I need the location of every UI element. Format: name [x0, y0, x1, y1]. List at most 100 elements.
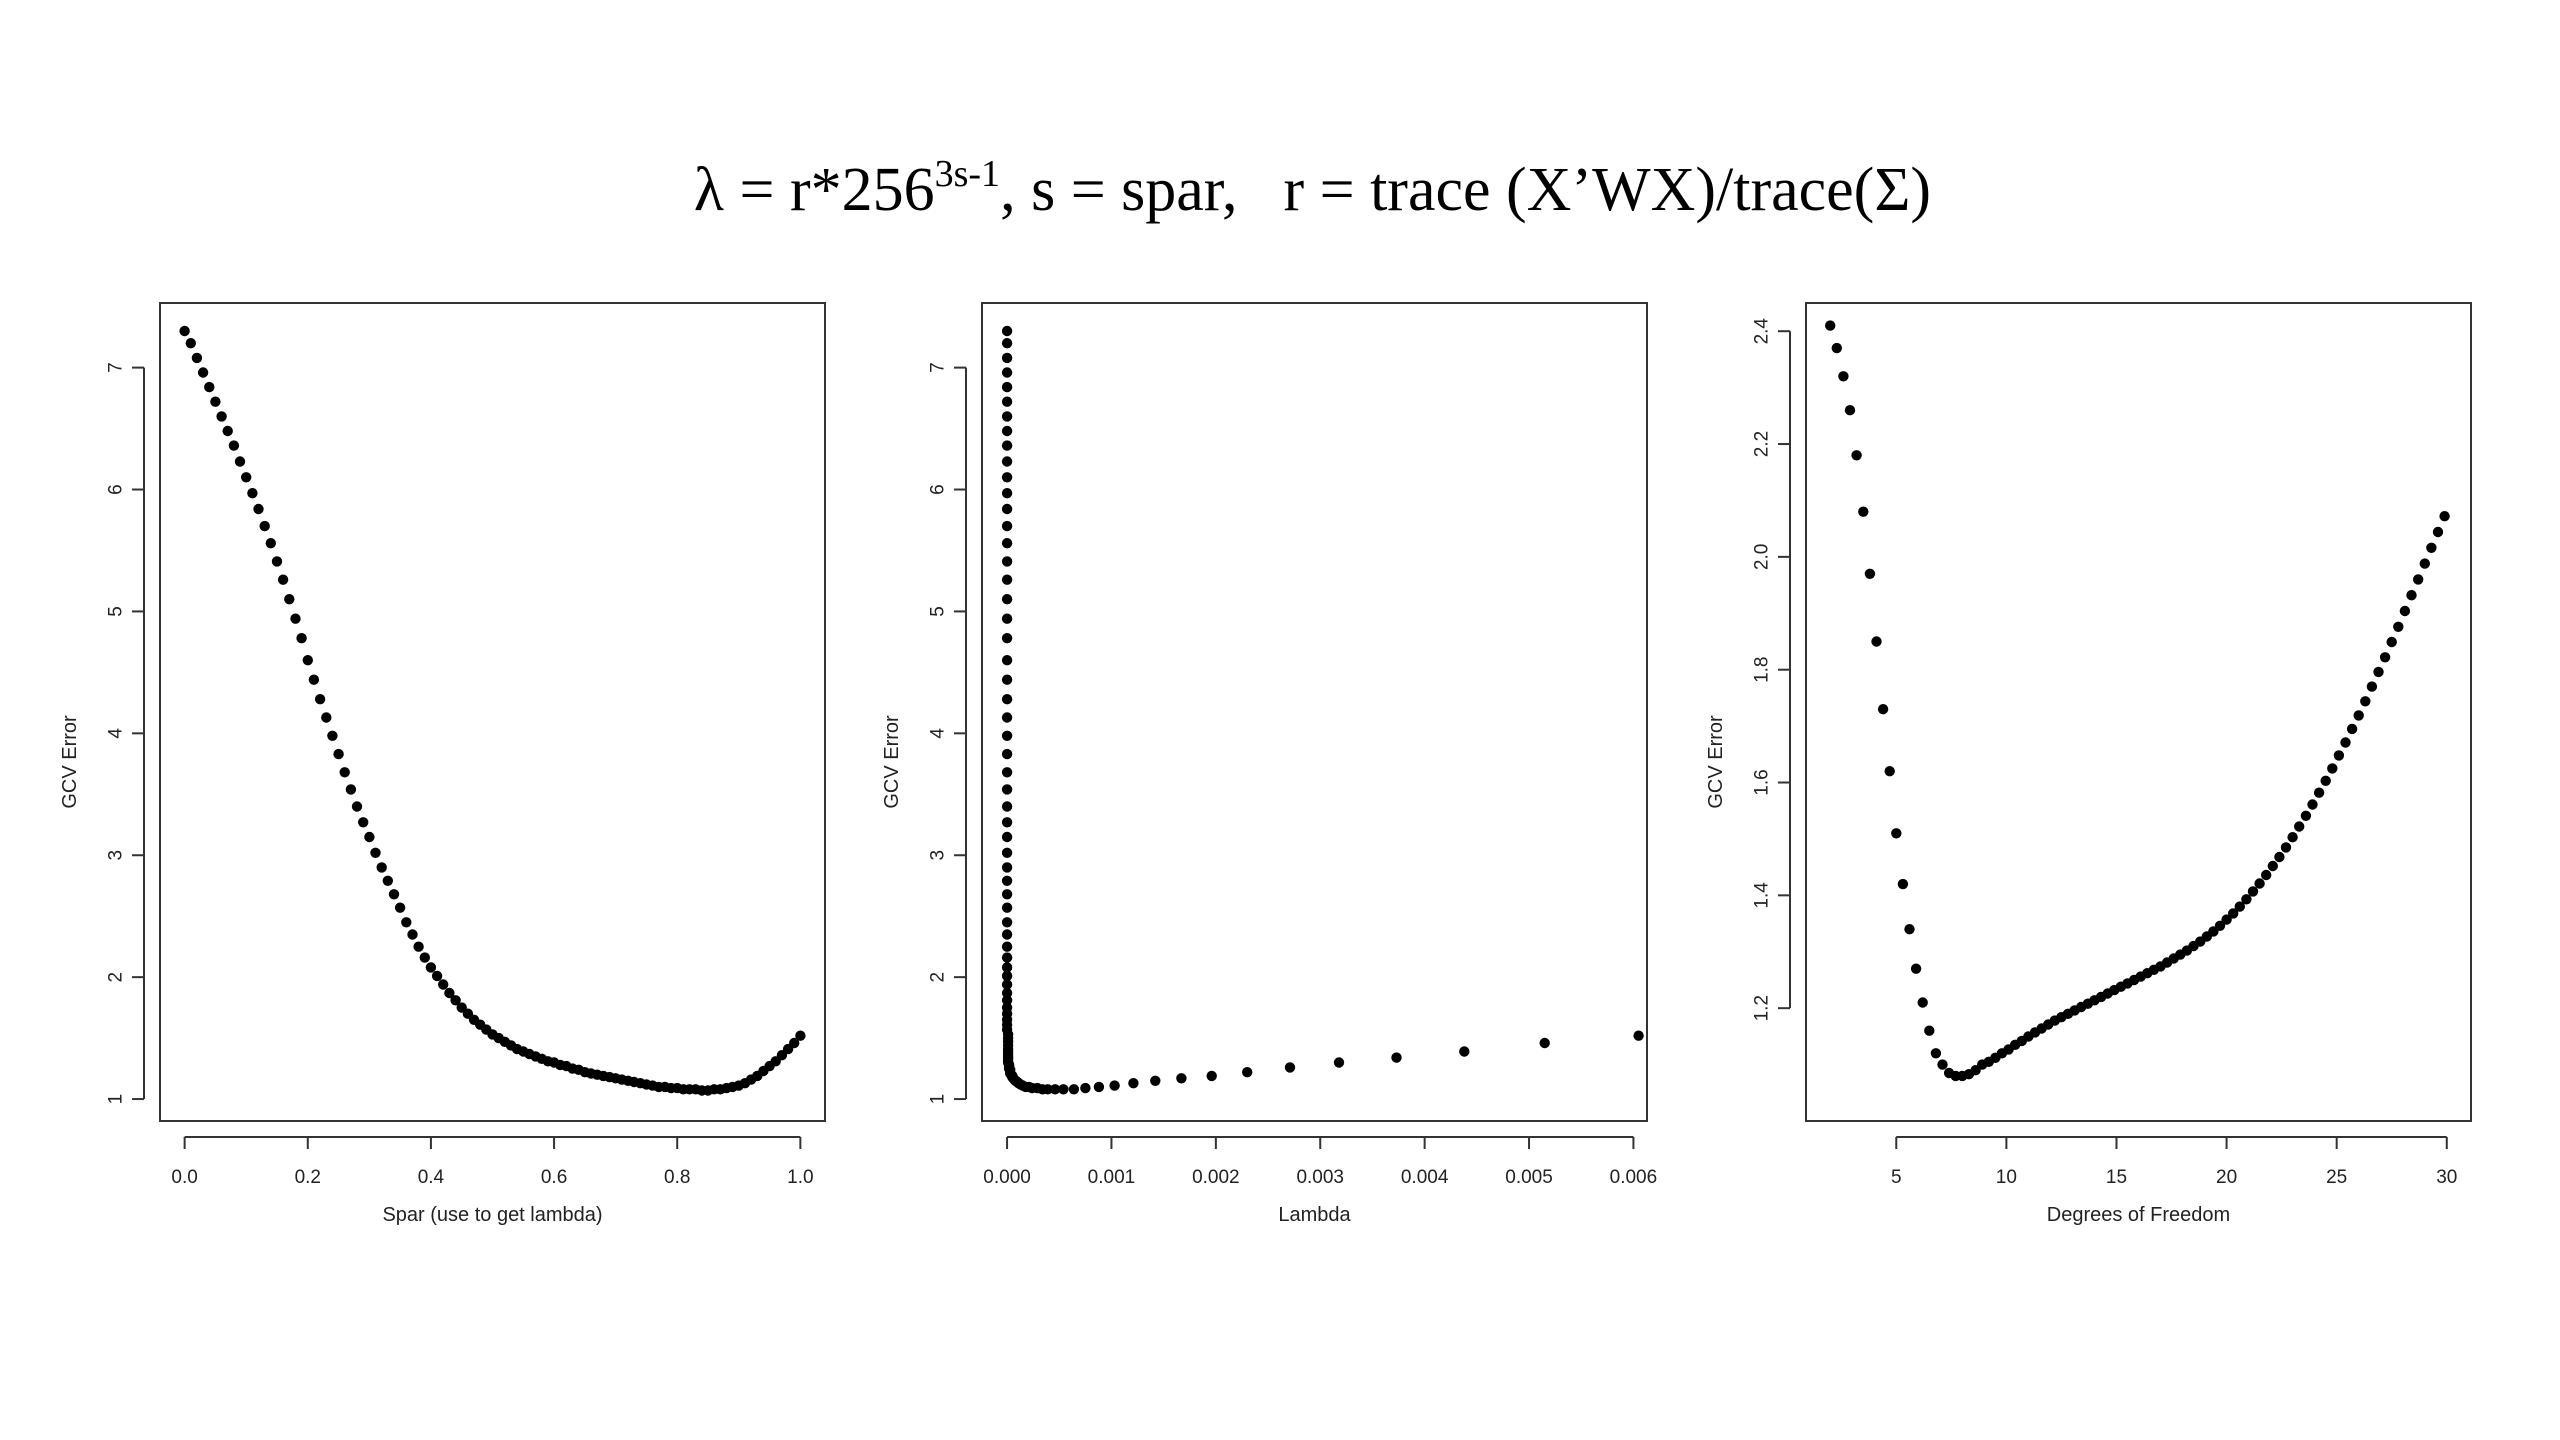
chart-2-data-point: [1001, 831, 1013, 843]
chart-3-data-point: [2221, 914, 2232, 925]
chart-2-data-point: [1001, 411, 1013, 422]
chart-1-data-point: [314, 694, 326, 705]
chart-2-data-point: [1001, 325, 1013, 337]
chart-2: 0.000 0.001 0.002 0.003 0.004 0.005 0.006 1 2 3 4 5…: [881, 302, 1657, 1226]
chart-2-data-point: [1001, 352, 1013, 364]
chart-1-data-point: [795, 1030, 806, 1041]
chart-1-data-point: [382, 875, 393, 886]
chart-3-data-point: [2366, 681, 2378, 692]
chart-3-y-tick-label: 2.4: [1752, 318, 1773, 345]
chart-1-data-point: [302, 655, 313, 666]
chart-3-data-point: [2340, 737, 2351, 748]
chart-2-data-point: [1058, 1084, 1069, 1095]
chart-2-x-tick-label: 0.003: [1296, 1167, 1344, 1188]
chart-3-data-point: [2228, 908, 2239, 919]
chart-1-data-point: [438, 979, 449, 990]
chart-3-data-point: [1871, 636, 1882, 647]
chart-3-data-point: [2333, 750, 2345, 761]
formula-r-definition: r = trace (X’WX)/trace(Σ): [1283, 156, 1932, 224]
chart-2-data-point: [1068, 1084, 1080, 1095]
chart-2-data-point: [1001, 472, 1013, 483]
chart-3-data-point: [2419, 558, 2430, 569]
chart-2-data-point: [1242, 1067, 1253, 1078]
chart-1-y-tick-label: 7: [106, 362, 127, 373]
chart-1-data-point: [308, 674, 320, 685]
chart-2-data-point: [1391, 1052, 1402, 1063]
chart-2-data-point: [1001, 425, 1013, 437]
chart-1-data-point: [345, 784, 357, 795]
chart-3-data-point: [1851, 450, 1862, 461]
chart-1-data-point: [284, 594, 295, 605]
chart-3-y-tick-label: 1.8: [1752, 656, 1773, 682]
chart-1-data-point: [376, 862, 387, 873]
chart-3-x-tick-label: 5: [1891, 1167, 1902, 1188]
chart-1-x-tick-label: 0.2: [295, 1167, 321, 1188]
chart-3-data-point: [2413, 574, 2424, 585]
chart-1-data-point: [401, 917, 412, 928]
chart-2-data-point: [1001, 962, 1013, 973]
chart-2-data-point: [1333, 1057, 1345, 1068]
chart-2-data-point: [1001, 929, 1013, 940]
chart-2-data-point: [1001, 488, 1013, 499]
chart-3-data-point: [1877, 704, 1889, 715]
chart-3-y-tick-label: 2.2: [1752, 431, 1773, 457]
chart-2-data-point: [1128, 1078, 1139, 1089]
chart-1-data-point: [290, 613, 301, 624]
chart-1: 0.0 0.2 0.4 0.6 0.8 1.0 1 2 3 4 5 6 7 Spar (use to ge…: [59, 302, 826, 1226]
chart-1-data-point: [351, 801, 363, 812]
chart-3-data-point: [2432, 526, 2444, 538]
chart-2-data-point: [1001, 556, 1013, 567]
chart-1-data-point: [296, 633, 307, 644]
chart-1-y-tick-label: 4: [106, 728, 127, 739]
chart-3-data-point: [2346, 723, 2358, 735]
chart-3-data-point: [1910, 963, 1922, 974]
chart-1-data-point: [388, 889, 400, 900]
chart-1-data-point: [228, 440, 240, 451]
chart-2-data-point: [1001, 970, 1013, 982]
chart-2-data-point: [1001, 941, 1013, 952]
chart-3-y-tick-label: 2.0: [1752, 544, 1773, 570]
chart-3-data-point: [1930, 1048, 1942, 1059]
chart-3-y-tick-label: 1.6: [1752, 769, 1773, 795]
chart-1-data-point: [327, 730, 338, 741]
chart-1-data-point: [191, 352, 203, 364]
chart-2-data-point: [1001, 917, 1013, 928]
chart-2-data-point: [1001, 520, 1013, 532]
chart-2-data-point: [1206, 1070, 1217, 1082]
chart-1-x-tick-label: 1.0: [787, 1167, 813, 1188]
chart-1-y-tick-label: 6: [106, 484, 127, 495]
chart-2-data-point: [1001, 817, 1013, 828]
chart-3-data-point: [2406, 590, 2417, 601]
chart-2-data-point: [1633, 1030, 1644, 1041]
chart-3-data-point: [1831, 342, 1843, 354]
chart-3-data-point: [2360, 696, 2371, 707]
chart-1-data-point: [277, 574, 289, 585]
chart-2-y-tick-label: 7: [928, 362, 949, 373]
chart-3-x-tick-label: 25: [2326, 1167, 2347, 1188]
chart-2-data-point: [1001, 440, 1013, 451]
chart-1-data-point: [179, 325, 190, 337]
chart-1-y-tick-label: 5: [106, 606, 127, 617]
chart-2-x-axis-label: Lambda: [1278, 1204, 1351, 1226]
chart-2-y-tick-label: 5: [928, 606, 949, 617]
chart-3-data-point: [2439, 511, 2450, 522]
chart-2-data-point: [1001, 995, 1013, 1006]
chart-3-data-point: [1838, 371, 1849, 382]
chart-3-data-point: [2426, 542, 2437, 553]
chart-2-data-point: [1001, 396, 1013, 407]
chart-2-data-point: [1093, 1081, 1105, 1093]
chart-2-data-point: [1001, 979, 1013, 990]
chart-3-data-point: [2327, 763, 2338, 774]
chart-1-data-point: [419, 952, 430, 963]
chart-2-data-point: [1001, 847, 1013, 858]
chart-3-data-point: [2261, 869, 2272, 881]
chart-3-data-point: [1884, 766, 1895, 777]
chart-3-y-tick-label: 1.2: [1752, 995, 1773, 1021]
chart-1-data-point: [333, 748, 344, 760]
chart-3-data-point: [1897, 878, 1909, 890]
chart-1-data-point: [222, 425, 233, 437]
chart-1-data-point: [234, 456, 246, 467]
chart-1-y-axis-label: GCV Error: [59, 715, 81, 809]
chart-1-x-tick-label: 0.8: [664, 1167, 690, 1188]
chart-2-x-tick-label: 0.001: [1088, 1167, 1136, 1188]
